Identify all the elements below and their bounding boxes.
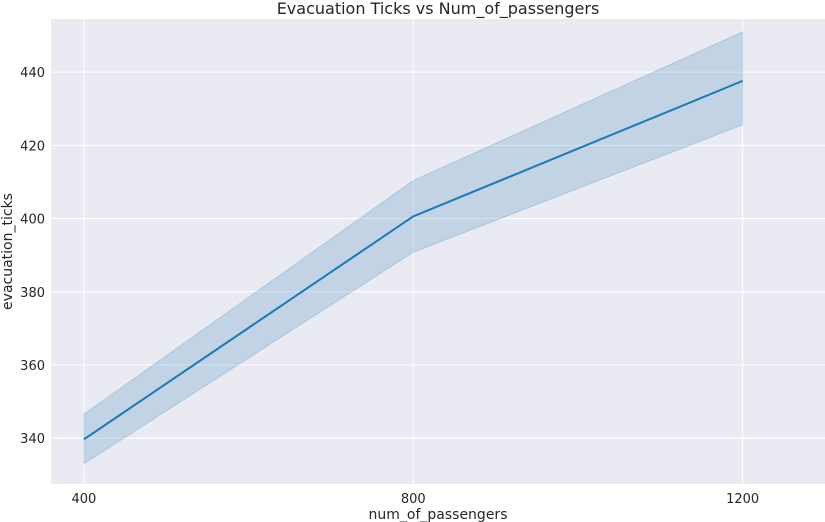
y-tick-label: 340 [20,432,45,447]
x-axis-label: num_of_passengers [369,507,508,522]
y-tick-label: 420 [20,139,45,154]
plot-area [51,19,825,484]
x-tick-label: 400 [72,492,97,507]
chart-title: Evacuation Ticks vs Num_of_passengers [277,0,600,19]
y-tick-label: 400 [20,213,45,228]
x-tick-label: 800 [401,492,426,507]
y-gridlines [51,71,825,439]
y-tick-label: 440 [20,66,45,81]
y-tick-label: 380 [20,286,45,301]
series-line [83,79,744,441]
y-axis-label: evacuation_ticks [0,193,16,310]
y-tick-label: 360 [20,359,45,374]
y-tick-labels: 340 360 380 400 420 440 [20,66,45,447]
x-gridlines [83,19,744,484]
x-tick-labels: 400 800 1200 [72,492,760,507]
confidence-band [83,31,744,465]
x-tick-label: 1200 [726,492,759,507]
